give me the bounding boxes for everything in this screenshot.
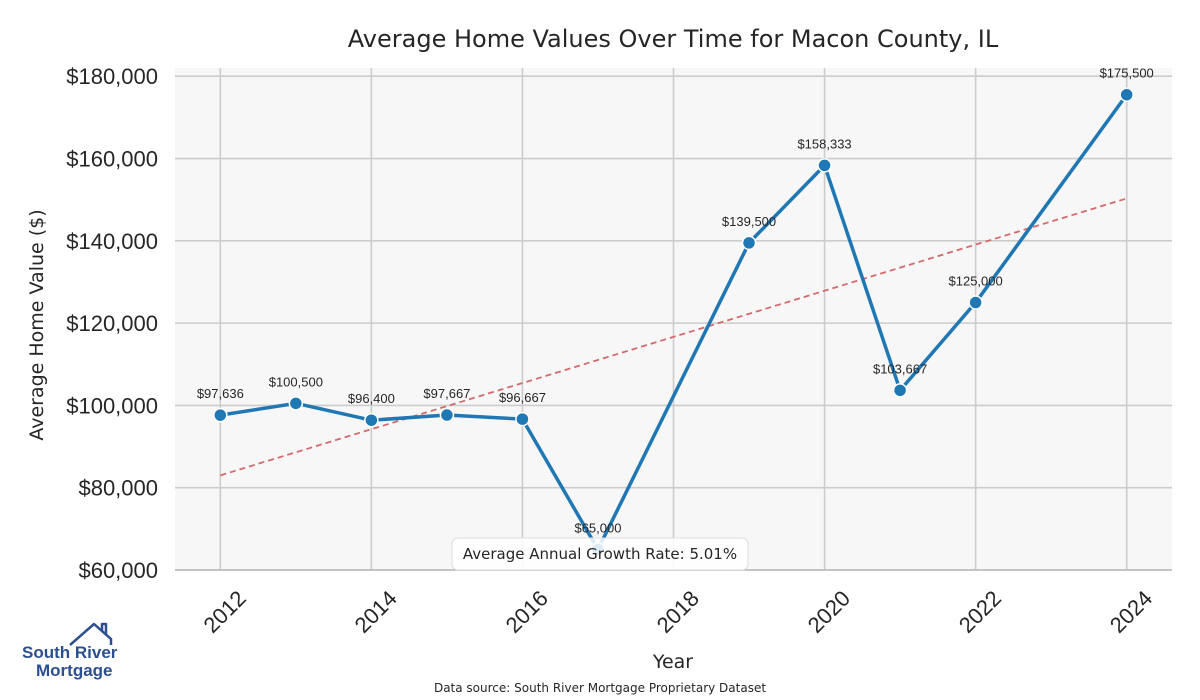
data-label: $175,500 <box>1100 66 1154 81</box>
house-roof-icon <box>69 622 113 646</box>
y-axis-label: Average Home Value ($) <box>26 209 48 440</box>
data-point <box>213 407 228 423</box>
data-labels: $97,636 $100,500 $96,400 $97,667 $96,667 $65,… <box>197 66 1154 536</box>
y-tick-label: $100,000 <box>66 393 158 418</box>
logo-text-line1: South River <box>22 643 118 662</box>
data-point <box>515 411 530 427</box>
data-point <box>1119 87 1134 102</box>
data-point <box>968 295 983 310</box>
data-source-note: Data source: South River Mortgage Propri… <box>434 681 766 695</box>
data-point <box>892 383 908 398</box>
x-tick-label: 2024 <box>1105 586 1157 638</box>
y-tick-label: $120,000 <box>66 311 158 336</box>
x-tick-label: 2020 <box>803 586 855 638</box>
y-tick-label: $160,000 <box>66 147 158 172</box>
y-tick-label: $80,000 <box>78 476 158 501</box>
data-label: $97,636 <box>197 386 244 401</box>
data-label: $96,667 <box>499 390 546 405</box>
x-tick-label: 2022 <box>954 586 1006 638</box>
logo: South River Mortgage <box>22 622 118 680</box>
data-label: $65,000 <box>574 520 621 535</box>
data-point <box>364 412 379 428</box>
x-tick-label: 2018 <box>652 586 704 638</box>
y-tick-label: $60,000 <box>78 558 158 583</box>
data-label: $100,500 <box>269 374 323 389</box>
trend-line <box>220 197 1127 477</box>
y-tick-label: $180,000 <box>66 64 158 89</box>
y-ticks: $60,000 $80,000 $100,000 $120,000 $140,000 $1… <box>66 64 158 583</box>
data-label: $103,667 <box>873 361 927 376</box>
data-label: $97,667 <box>423 386 470 401</box>
data-point <box>288 396 304 411</box>
x-tick-label: 2016 <box>501 586 553 638</box>
growth-rate-box: Average Annual Growth Rate: 5.01% <box>451 537 749 571</box>
data-point <box>741 235 757 251</box>
x-tick-label: 2014 <box>350 586 402 638</box>
data-label: $139,500 <box>722 214 776 229</box>
data-label: $125,000 <box>949 274 1003 289</box>
y-tick-label: $140,000 <box>66 229 158 254</box>
x-axis-label: Year <box>652 651 693 673</box>
x-tick-label: 2012 <box>199 586 251 638</box>
data-label: $158,333 <box>797 136 851 151</box>
data-point <box>439 407 455 423</box>
x-ticks: 2012 2014 2016 2018 2020 2022 2024 <box>199 586 1158 638</box>
logo-text-line2: Mortgage <box>36 661 113 680</box>
chart-title: Average Home Values Over Time for Macon … <box>348 25 999 53</box>
data-label: $96,400 <box>348 391 395 406</box>
data-point <box>817 158 832 173</box>
growth-rate-text: Average Annual Growth Rate: 5.01% <box>463 545 737 563</box>
data-points <box>213 87 1134 557</box>
